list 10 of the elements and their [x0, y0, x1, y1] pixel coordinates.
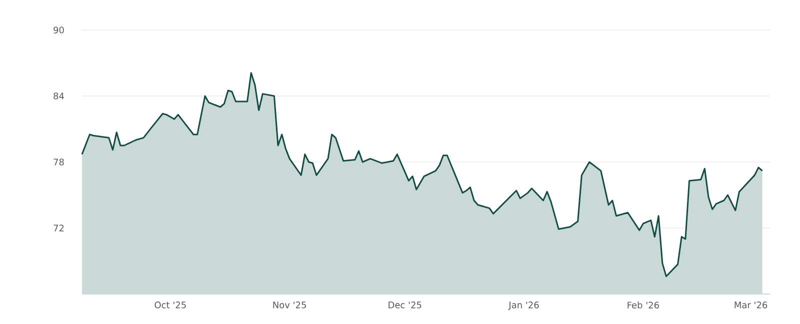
x-tick-label: Mar '26: [734, 302, 768, 308]
y-tick-label: 90: [54, 26, 64, 34]
x-tick-label: Dec '25: [388, 302, 422, 308]
x-tick-label: Jan '26: [508, 302, 539, 310]
x-tick-label: Oct '25: [154, 302, 186, 308]
y-tick-label: 78: [54, 158, 64, 166]
y-tick-label: 72: [54, 224, 64, 232]
x-tick-label: Nov '25: [273, 302, 306, 308]
y-tick-label: 84: [54, 92, 64, 100]
x-tick-label: Feb '26: [628, 302, 659, 308]
